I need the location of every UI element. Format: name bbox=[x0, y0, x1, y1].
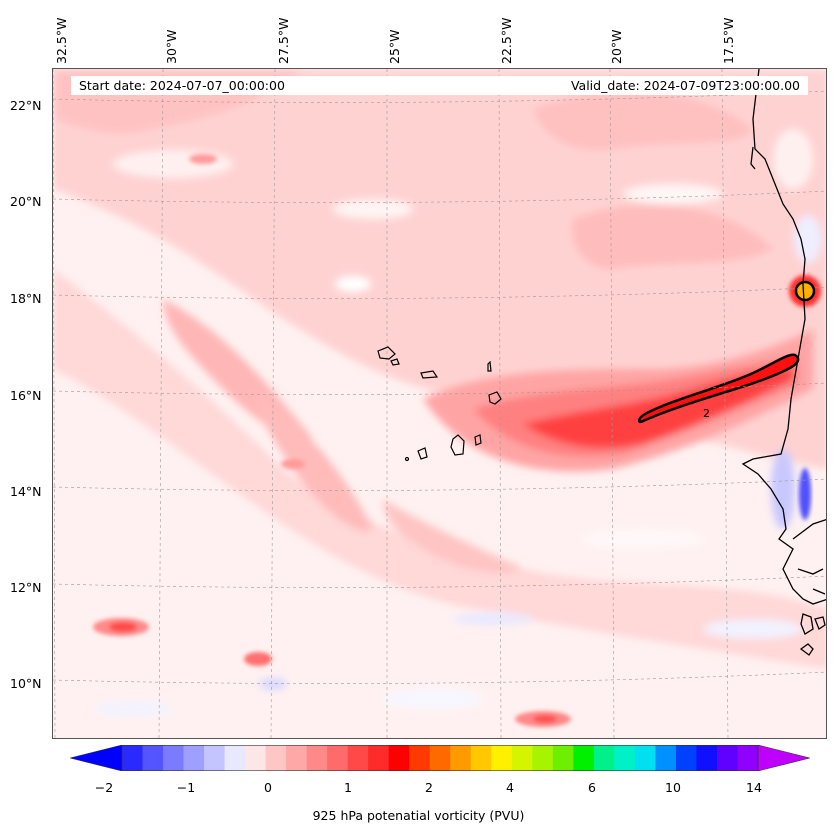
lat-label-14n: 14°N bbox=[10, 484, 42, 499]
colorbar-tick: 0 bbox=[264, 780, 272, 795]
colorbar-extend-max bbox=[757, 745, 810, 771]
lat-label-16n: 16°N bbox=[10, 388, 42, 403]
pv-field-map: 2 bbox=[53, 69, 826, 738]
colorbar-cell bbox=[327, 745, 349, 771]
lon-label-17-5w: 17.5°W bbox=[721, 17, 736, 64]
colorbar-cell bbox=[429, 745, 451, 771]
colorbar-cell bbox=[593, 745, 615, 771]
colorbar-cell bbox=[573, 745, 595, 771]
lon-label-27-5w: 27.5°W bbox=[276, 17, 291, 64]
colorbar-cell bbox=[122, 745, 144, 771]
colorbar-cell bbox=[470, 745, 492, 771]
colorbar-cell bbox=[347, 745, 369, 771]
lat-label-20n: 20°N bbox=[10, 194, 42, 209]
colorbar-tick: 6 bbox=[588, 780, 596, 795]
colorbar-tick: −1 bbox=[176, 780, 196, 795]
colorbar-cell bbox=[183, 745, 205, 771]
colorbar-cell bbox=[368, 745, 390, 771]
lon-label-32-5w: 32.5°W bbox=[54, 17, 69, 64]
colorbar-cell bbox=[286, 745, 308, 771]
lon-label-25w: 25°W bbox=[387, 29, 402, 64]
map-panel[interactable]: 2 bbox=[52, 68, 827, 739]
pv-2-contour-filament bbox=[637, 353, 800, 424]
pv-isolated-maxima bbox=[93, 154, 571, 727]
colorbar-cell bbox=[204, 745, 226, 771]
colorbar-cell bbox=[163, 745, 185, 771]
colorbar-cell bbox=[552, 745, 574, 771]
colorbar-cell bbox=[532, 745, 554, 771]
lon-label-22-5w: 22.5°W bbox=[499, 17, 514, 64]
colorbar-cell bbox=[306, 745, 328, 771]
lat-label-22n: 22°N bbox=[10, 98, 42, 113]
pv-negative-core bbox=[799, 468, 811, 520]
colorbar-label: 925 hPa potenatial vorticity (PVU) bbox=[312, 808, 525, 823]
colorbar-cell bbox=[265, 745, 287, 771]
start-date-text: Start date: 2024-07-07_00:00:00 bbox=[79, 78, 285, 93]
colorbar-cell bbox=[696, 745, 718, 771]
lat-label-12n: 12°N bbox=[10, 580, 42, 595]
african-coastline bbox=[741, 69, 826, 656]
lat-label-10n: 10°N bbox=[10, 676, 42, 691]
colorbar-extend-min bbox=[70, 745, 123, 771]
graticule bbox=[53, 69, 826, 738]
colorbar-tick: 10 bbox=[665, 780, 681, 795]
lon-label-20w: 20°W bbox=[609, 29, 624, 64]
colorbar-cell bbox=[716, 745, 738, 771]
colorbar-cell bbox=[511, 745, 533, 771]
cabo-verde-islands bbox=[377, 346, 502, 462]
colorbar-frame bbox=[121, 745, 759, 771]
colorbar-cell bbox=[142, 745, 164, 771]
colorbar-cell bbox=[450, 745, 472, 771]
pv-hotspot-core bbox=[794, 280, 816, 302]
valid-date-text: Valid_date: 2024-07-09T23:00:00.00 bbox=[570, 78, 800, 93]
contour-label: 2 bbox=[703, 407, 710, 420]
colorbar-cell bbox=[388, 745, 410, 771]
colorbar-tick: 2 bbox=[425, 780, 433, 795]
lat-label-18n: 18°N bbox=[10, 291, 42, 306]
colorbar-tick: 4 bbox=[506, 780, 514, 795]
colorbar-tick: 1 bbox=[344, 780, 352, 795]
colorbar-cell bbox=[245, 745, 267, 771]
lon-label-30w: 30°W bbox=[164, 29, 179, 64]
colorbar-cell bbox=[224, 745, 246, 771]
colorbar-cell bbox=[634, 745, 656, 771]
colorbar-cell bbox=[737, 745, 759, 771]
colorbar-tick: 14 bbox=[746, 780, 762, 795]
colorbar-cell bbox=[655, 745, 677, 771]
colorbar-cell bbox=[491, 745, 513, 771]
colorbar-cell bbox=[675, 745, 697, 771]
colorbar-cell bbox=[614, 745, 636, 771]
colorbar bbox=[70, 745, 810, 771]
colorbar-tick: −2 bbox=[94, 780, 114, 795]
colorbar-cell bbox=[409, 745, 431, 771]
info-bar: Start date: 2024-07-07_00:00:00 Valid_da… bbox=[71, 76, 808, 95]
